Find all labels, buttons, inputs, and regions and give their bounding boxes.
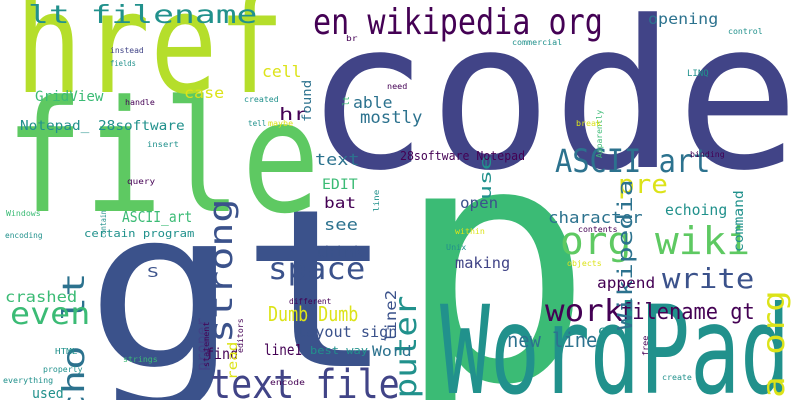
- word-objects: objects: [567, 259, 602, 268]
- word-everything: everything: [3, 376, 54, 385]
- word-mostly: mostly: [360, 108, 423, 128]
- word-p: p: [395, 73, 594, 400]
- word-windows: Windows: [6, 209, 41, 218]
- word-create: create: [662, 373, 692, 382]
- word-editors: editors: [236, 318, 245, 353]
- word-binding: binding: [690, 150, 725, 159]
- word-within: within: [455, 227, 485, 236]
- word-free: free: [641, 335, 650, 356]
- word-query: query: [127, 177, 156, 186]
- word-strings: strings: [123, 355, 158, 364]
- word-need: need: [387, 82, 408, 91]
- word-edit: EDIT: [322, 177, 358, 193]
- word-append: append: [597, 274, 656, 292]
- word-pre: pre: [618, 170, 668, 200]
- word-filename-gt: filename gt: [620, 300, 755, 325]
- word-open: open: [460, 194, 499, 212]
- word-statement: statement: [202, 321, 211, 367]
- word-line: line: [372, 189, 381, 212]
- word-found: found: [300, 79, 314, 122]
- word-control: control: [728, 27, 763, 36]
- word-dumb-dumb: Dumb Dumb: [268, 302, 359, 326]
- word-break: break: [576, 119, 602, 128]
- word-contents: contents: [578, 225, 618, 234]
- word-hr: hr: [279, 105, 308, 125]
- word-linq: LINQ: [687, 69, 709, 79]
- word-href: href: [15, 0, 286, 126]
- word-encode: encode: [270, 378, 305, 387]
- word-ascii-art: ASCII_art: [122, 208, 193, 226]
- word-able: able: [353, 93, 393, 112]
- word-tell: tell: [248, 119, 267, 128]
- word-line1: line1: [264, 341, 303, 359]
- word-commercial: commercial: [512, 38, 563, 47]
- word-instead: instead: [110, 46, 144, 55]
- word-maybe: maybe: [268, 119, 294, 128]
- word-character: character: [548, 208, 643, 227]
- word-handle: handle: [125, 98, 155, 107]
- word-lt: lt: [342, 96, 352, 106]
- word-see: see: [324, 215, 358, 234]
- word-properly: properly: [43, 365, 83, 374]
- word-ascii-art: ASCII art: [555, 142, 711, 180]
- word-en-wikipedia-org: en wikipedia org: [313, 2, 603, 43]
- word-best-way: best way: [310, 344, 368, 357]
- word-space: space: [268, 252, 366, 287]
- word-opening: opening: [648, 10, 719, 28]
- word-new-line: new line: [507, 328, 598, 352]
- word-layout-sign: layout sign: [297, 323, 398, 341]
- word-even: even: [10, 297, 91, 332]
- word-echoing: echoing: [665, 201, 728, 219]
- word-wikipedia-org: wikipedia org: [757, 290, 792, 400]
- word-word: Word: [372, 344, 412, 360]
- word-crashed: crashed: [5, 288, 78, 306]
- word-used: used: [32, 386, 64, 400]
- word-br: br: [346, 34, 358, 43]
- word-encoding: encoding: [5, 231, 43, 240]
- word-gridview: GridView: [35, 89, 104, 105]
- word-28software-notepad: 28software Notepad: [400, 149, 526, 163]
- word-different: different: [289, 297, 332, 306]
- word-s: S: [147, 266, 159, 281]
- word-code: code: [305, 0, 800, 216]
- word-apparently: Apparently: [595, 109, 604, 158]
- word-html: HTML: [55, 347, 78, 356]
- word-making: making: [455, 254, 511, 272]
- word-case: case: [184, 84, 225, 102]
- word-write: write: [662, 262, 755, 295]
- word-cell: cell: [262, 62, 302, 81]
- word-fields: fields: [110, 59, 136, 68]
- word-e: e: [598, 324, 608, 339]
- word-find: find: [206, 345, 239, 363]
- word-insert: insert: [147, 140, 179, 149]
- word-wordpad: WordPad: [440, 280, 791, 400]
- word-contain: contain: [99, 210, 108, 238]
- word-lt-filename: lt filename: [28, 0, 258, 29]
- word-think: think: [315, 243, 364, 261]
- word-wikipedia: Wikipedia: [613, 179, 637, 330]
- word-notepad-28software: Notepad_ 28software: [20, 119, 185, 134]
- word-gt: gt: [85, 162, 395, 400]
- word-work: work: [545, 294, 624, 329]
- word-bat: bat: [324, 194, 357, 212]
- word-command: command: [732, 190, 747, 252]
- word-text-file: text file: [210, 362, 400, 400]
- word-certain-program: certain program: [84, 227, 195, 240]
- word-unix: Unix: [446, 243, 467, 252]
- word-file: file: [5, 67, 321, 248]
- word-org-wiki: org wiki: [560, 219, 751, 263]
- word-created: created: [244, 95, 279, 104]
- word-text: text: [315, 150, 360, 169]
